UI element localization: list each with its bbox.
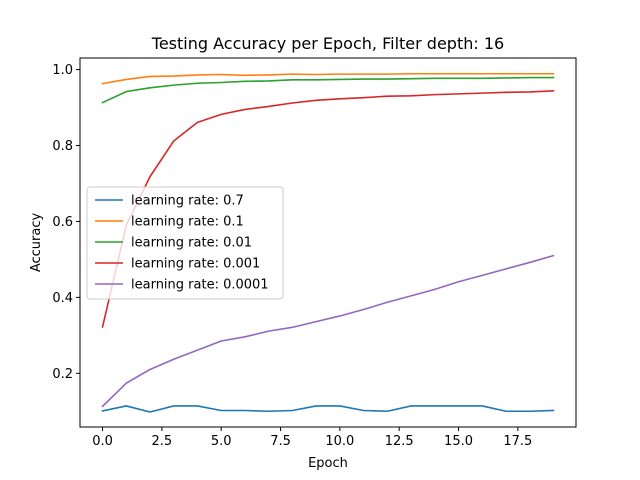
x-tick-label: 10.0: [325, 434, 354, 449]
x-tick-label: 5.0: [211, 434, 232, 449]
series-line-4: [101, 254, 555, 408]
legend-box: [86, 186, 284, 300]
legend-label-3: learning rate: 0.001: [131, 257, 260, 272]
legend-label-1: learning rate: 0.1: [131, 215, 244, 230]
y-tick-label: 0.4: [52, 291, 73, 306]
x-axis: 0.0 2.5 5.0 7.5 10.0 12.5 15.0 17.5: [92, 427, 532, 449]
plot-area: [101, 72, 555, 413]
x-tick-label: 7.5: [270, 434, 291, 449]
x-axis-label: Epoch: [308, 456, 348, 471]
series-line-1: [101, 72, 555, 85]
legend-label-4: learning rate: 0.0001: [131, 278, 269, 293]
x-tick-label: 0.0: [92, 434, 113, 449]
series-line-2: [101, 76, 555, 104]
x-tick-label: 2.5: [152, 434, 173, 449]
series-line-3: [101, 90, 555, 328]
y-axis: 0.2 0.4 0.6 0.8 1.0: [52, 63, 80, 382]
x-tick-label: 15.0: [444, 434, 473, 449]
y-tick-label: 1.0: [52, 63, 73, 78]
x-tick-label: 17.5: [503, 434, 532, 449]
chart-title: Testing Accuracy per Epoch, Filter depth…: [151, 34, 504, 53]
series-line-0: [101, 405, 555, 413]
legend-label-2: learning rate: 0.01: [131, 236, 252, 251]
legend-label-0: learning rate: 0.7: [131, 194, 244, 209]
y-tick-label: 0.6: [52, 215, 73, 230]
x-tick-label: 12.5: [385, 434, 414, 449]
y-axis-label: Accuracy: [29, 213, 44, 273]
y-tick-label: 0.8: [52, 139, 73, 154]
y-tick-label: 0.2: [52, 367, 73, 382]
legend: learning rate: 0.7 learning rate: 0.1 lear…: [86, 186, 284, 300]
axes-frame: [79, 57, 577, 428]
